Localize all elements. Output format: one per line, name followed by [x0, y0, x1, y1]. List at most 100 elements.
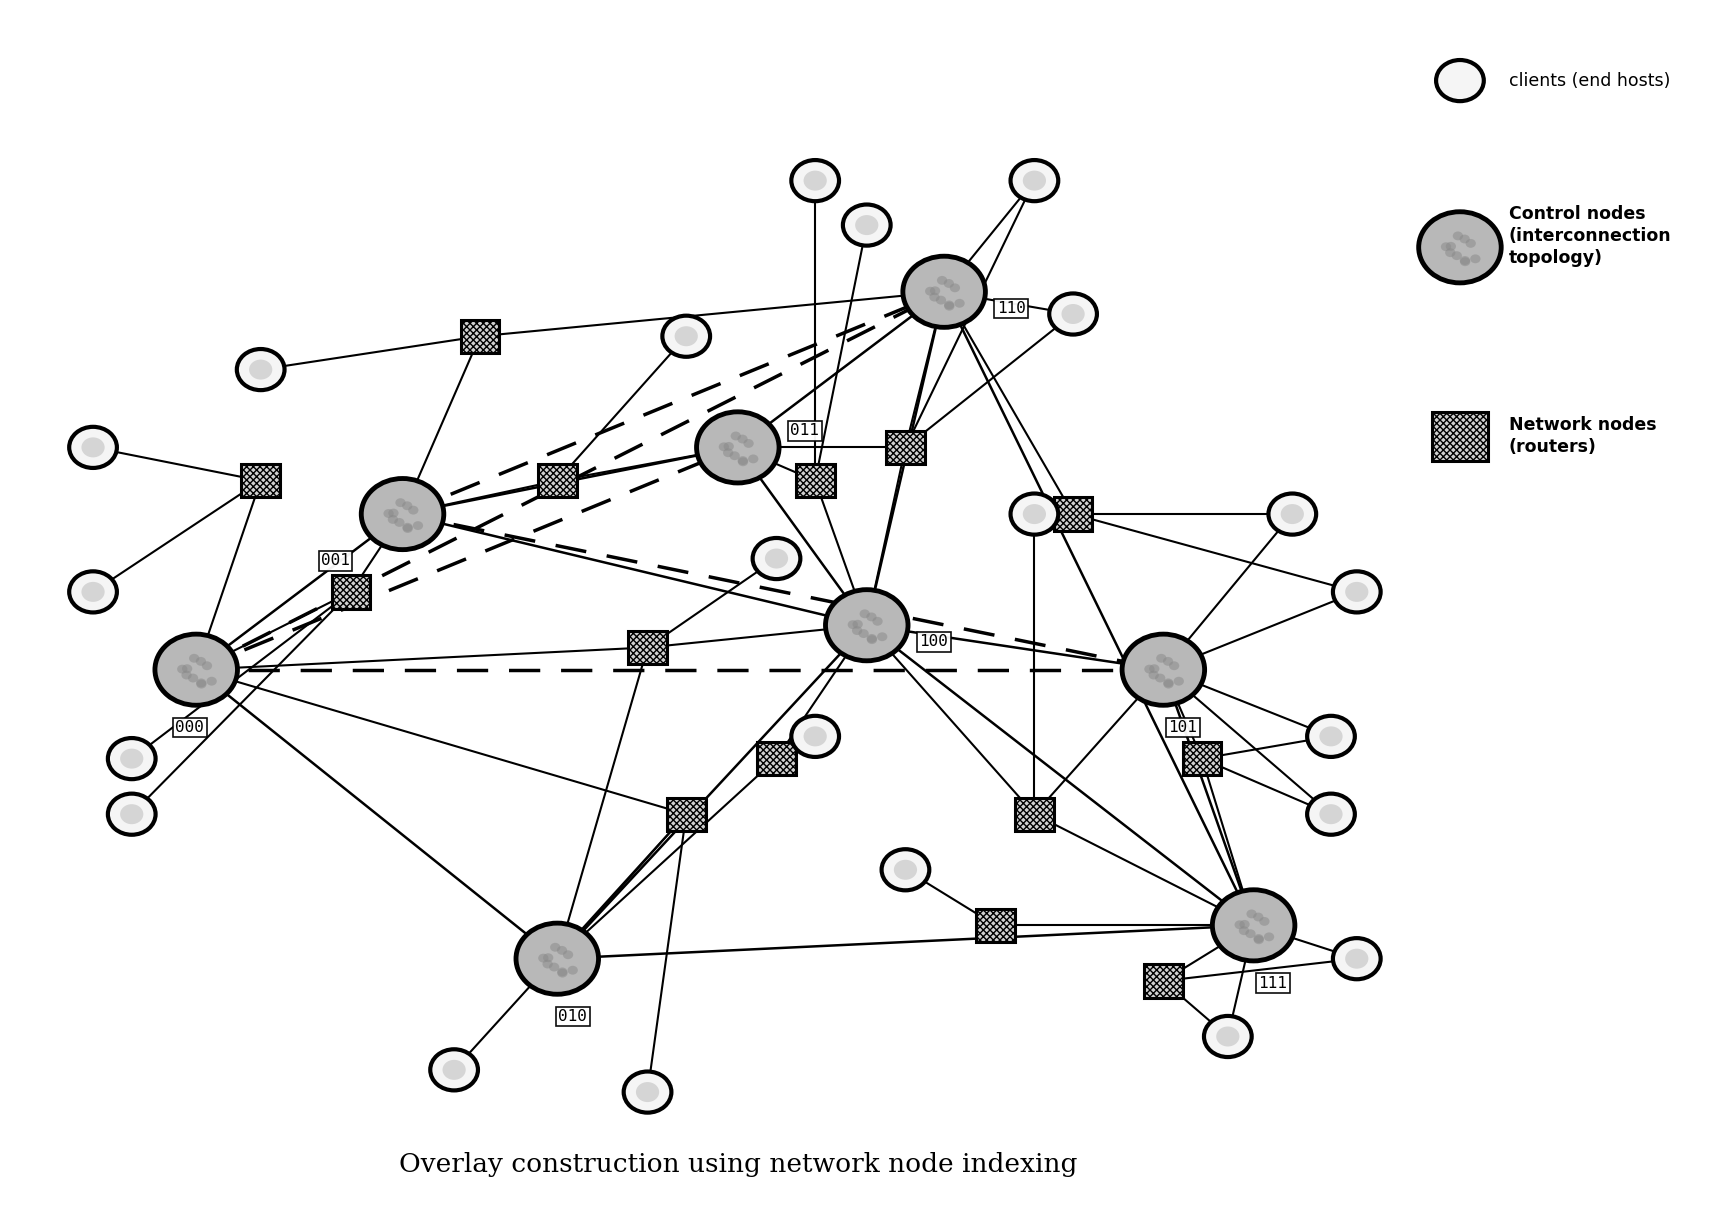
Circle shape — [723, 441, 734, 451]
Circle shape — [730, 432, 740, 440]
Circle shape — [1253, 936, 1264, 944]
Text: Overlay construction using network node indexing: Overlay construction using network node … — [398, 1152, 1077, 1177]
Circle shape — [944, 300, 954, 310]
Circle shape — [1163, 657, 1173, 666]
Circle shape — [662, 316, 710, 357]
Circle shape — [860, 609, 870, 619]
Circle shape — [181, 665, 192, 673]
Text: Network nodes
(routers): Network nodes (routers) — [1508, 416, 1657, 456]
Circle shape — [744, 439, 754, 447]
Circle shape — [443, 1060, 465, 1079]
Circle shape — [178, 665, 188, 674]
Circle shape — [872, 616, 882, 626]
Circle shape — [867, 636, 877, 644]
Circle shape — [402, 523, 412, 532]
Text: 100: 100 — [920, 634, 949, 649]
Circle shape — [412, 521, 422, 529]
Circle shape — [82, 581, 104, 602]
Circle shape — [108, 794, 156, 835]
Circle shape — [190, 654, 200, 663]
Circle shape — [1011, 160, 1058, 201]
Circle shape — [188, 674, 198, 683]
Circle shape — [1023, 170, 1047, 191]
Circle shape — [730, 451, 740, 461]
Circle shape — [1235, 920, 1245, 929]
Circle shape — [1240, 920, 1250, 929]
Circle shape — [1346, 581, 1368, 602]
Circle shape — [402, 525, 412, 533]
Text: 110: 110 — [997, 302, 1026, 316]
Circle shape — [108, 738, 156, 779]
Circle shape — [207, 677, 217, 686]
Circle shape — [388, 509, 398, 517]
Text: 010: 010 — [557, 1009, 587, 1024]
FancyBboxPatch shape — [976, 908, 1016, 942]
Circle shape — [737, 456, 747, 466]
Circle shape — [542, 960, 552, 968]
Circle shape — [388, 515, 398, 523]
Circle shape — [1281, 504, 1305, 525]
Circle shape — [1163, 680, 1173, 689]
Circle shape — [1436, 60, 1484, 101]
Circle shape — [1212, 890, 1294, 961]
Circle shape — [568, 966, 578, 974]
Circle shape — [1149, 671, 1159, 679]
Circle shape — [1445, 242, 1455, 251]
Circle shape — [737, 434, 747, 444]
Circle shape — [1144, 665, 1154, 674]
Circle shape — [937, 276, 947, 285]
FancyBboxPatch shape — [1431, 411, 1488, 461]
Circle shape — [718, 443, 728, 451]
Circle shape — [120, 749, 144, 768]
FancyBboxPatch shape — [332, 575, 371, 609]
Circle shape — [752, 538, 800, 579]
FancyBboxPatch shape — [539, 464, 576, 497]
Text: 101: 101 — [1168, 720, 1197, 734]
Circle shape — [624, 1071, 672, 1113]
Circle shape — [549, 962, 559, 972]
Circle shape — [1459, 234, 1471, 244]
Circle shape — [1238, 926, 1248, 935]
Circle shape — [1170, 661, 1180, 671]
Text: 011: 011 — [790, 423, 819, 438]
Circle shape — [944, 302, 954, 311]
Circle shape — [949, 283, 959, 292]
Circle shape — [826, 590, 908, 661]
Circle shape — [431, 1049, 479, 1090]
Circle shape — [792, 160, 840, 201]
FancyBboxPatch shape — [667, 797, 706, 831]
Circle shape — [156, 634, 238, 706]
Circle shape — [68, 427, 116, 468]
Circle shape — [197, 680, 207, 689]
Circle shape — [1264, 932, 1274, 942]
Circle shape — [935, 295, 946, 305]
Circle shape — [1122, 634, 1204, 706]
Circle shape — [1332, 572, 1380, 613]
Circle shape — [1247, 909, 1257, 919]
Circle shape — [197, 679, 207, 687]
Circle shape — [1011, 493, 1058, 534]
Circle shape — [1253, 913, 1264, 921]
Circle shape — [1346, 949, 1368, 968]
Circle shape — [852, 626, 862, 636]
Circle shape — [944, 279, 954, 288]
Circle shape — [747, 455, 759, 463]
Circle shape — [1419, 212, 1501, 283]
Circle shape — [395, 519, 405, 527]
Circle shape — [1050, 293, 1096, 334]
Circle shape — [1332, 938, 1380, 979]
Circle shape — [1259, 917, 1269, 926]
Circle shape — [675, 327, 698, 346]
Circle shape — [1320, 726, 1342, 747]
Circle shape — [867, 634, 877, 643]
Circle shape — [202, 661, 212, 671]
Circle shape — [792, 716, 840, 757]
Circle shape — [551, 943, 561, 952]
Circle shape — [804, 726, 826, 747]
Circle shape — [853, 620, 864, 628]
FancyBboxPatch shape — [758, 742, 795, 775]
Circle shape — [1245, 930, 1255, 938]
Circle shape — [361, 479, 445, 550]
Circle shape — [1269, 493, 1317, 534]
Circle shape — [764, 549, 788, 568]
